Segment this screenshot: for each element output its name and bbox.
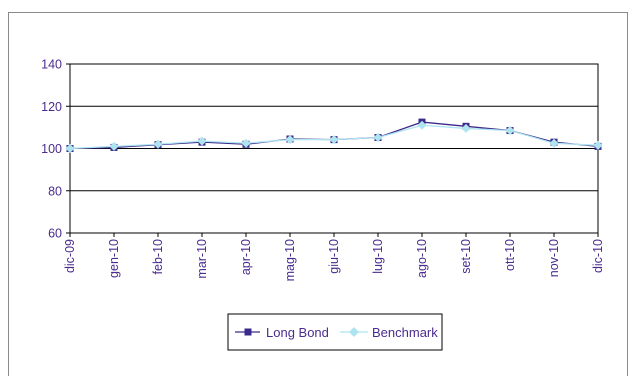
- y-tick-labels: 60 80 100 120 140: [41, 58, 62, 241]
- series-markers: [66, 119, 603, 153]
- x-tick-label: ott-10: [503, 239, 517, 271]
- y-tick-label: 140: [41, 58, 62, 72]
- x-tick-label: feb-10: [151, 239, 165, 274]
- x-tick-label: mar-10: [195, 239, 209, 279]
- legend: Long Bond Benchmark: [228, 314, 442, 350]
- legend-label-benchmark: Benchmark: [372, 325, 438, 340]
- legend-label-long-bond: Long Bond: [266, 325, 329, 340]
- x-tick-label: ago-10: [415, 239, 429, 278]
- x-tick-label: gen-10: [107, 239, 121, 278]
- x-tick-label: dic-10: [591, 239, 605, 273]
- x-tick-labels: dic-09 gen-10 feb-10 mar-10 apr-10 mag-10 giu-…: [63, 239, 605, 281]
- x-tick-label: mag-10: [283, 239, 297, 281]
- x-tick-label: giu-10: [327, 239, 341, 274]
- x-tick-label: apr-10: [239, 239, 253, 275]
- legend-marker-long-bond: [245, 329, 252, 336]
- y-tick-label: 120: [41, 100, 62, 114]
- y-tick-label: 80: [48, 184, 62, 198]
- x-tick-label: set-10: [459, 239, 473, 274]
- y-tick-label: 60: [48, 227, 62, 241]
- x-tick-label: lug-10: [371, 239, 385, 274]
- x-tick-label: nov-10: [547, 239, 561, 277]
- axes: [66, 64, 598, 237]
- x-tick-label: dic-09: [63, 239, 77, 273]
- y-tick-label: 100: [41, 142, 62, 156]
- gridlines: [70, 106, 598, 191]
